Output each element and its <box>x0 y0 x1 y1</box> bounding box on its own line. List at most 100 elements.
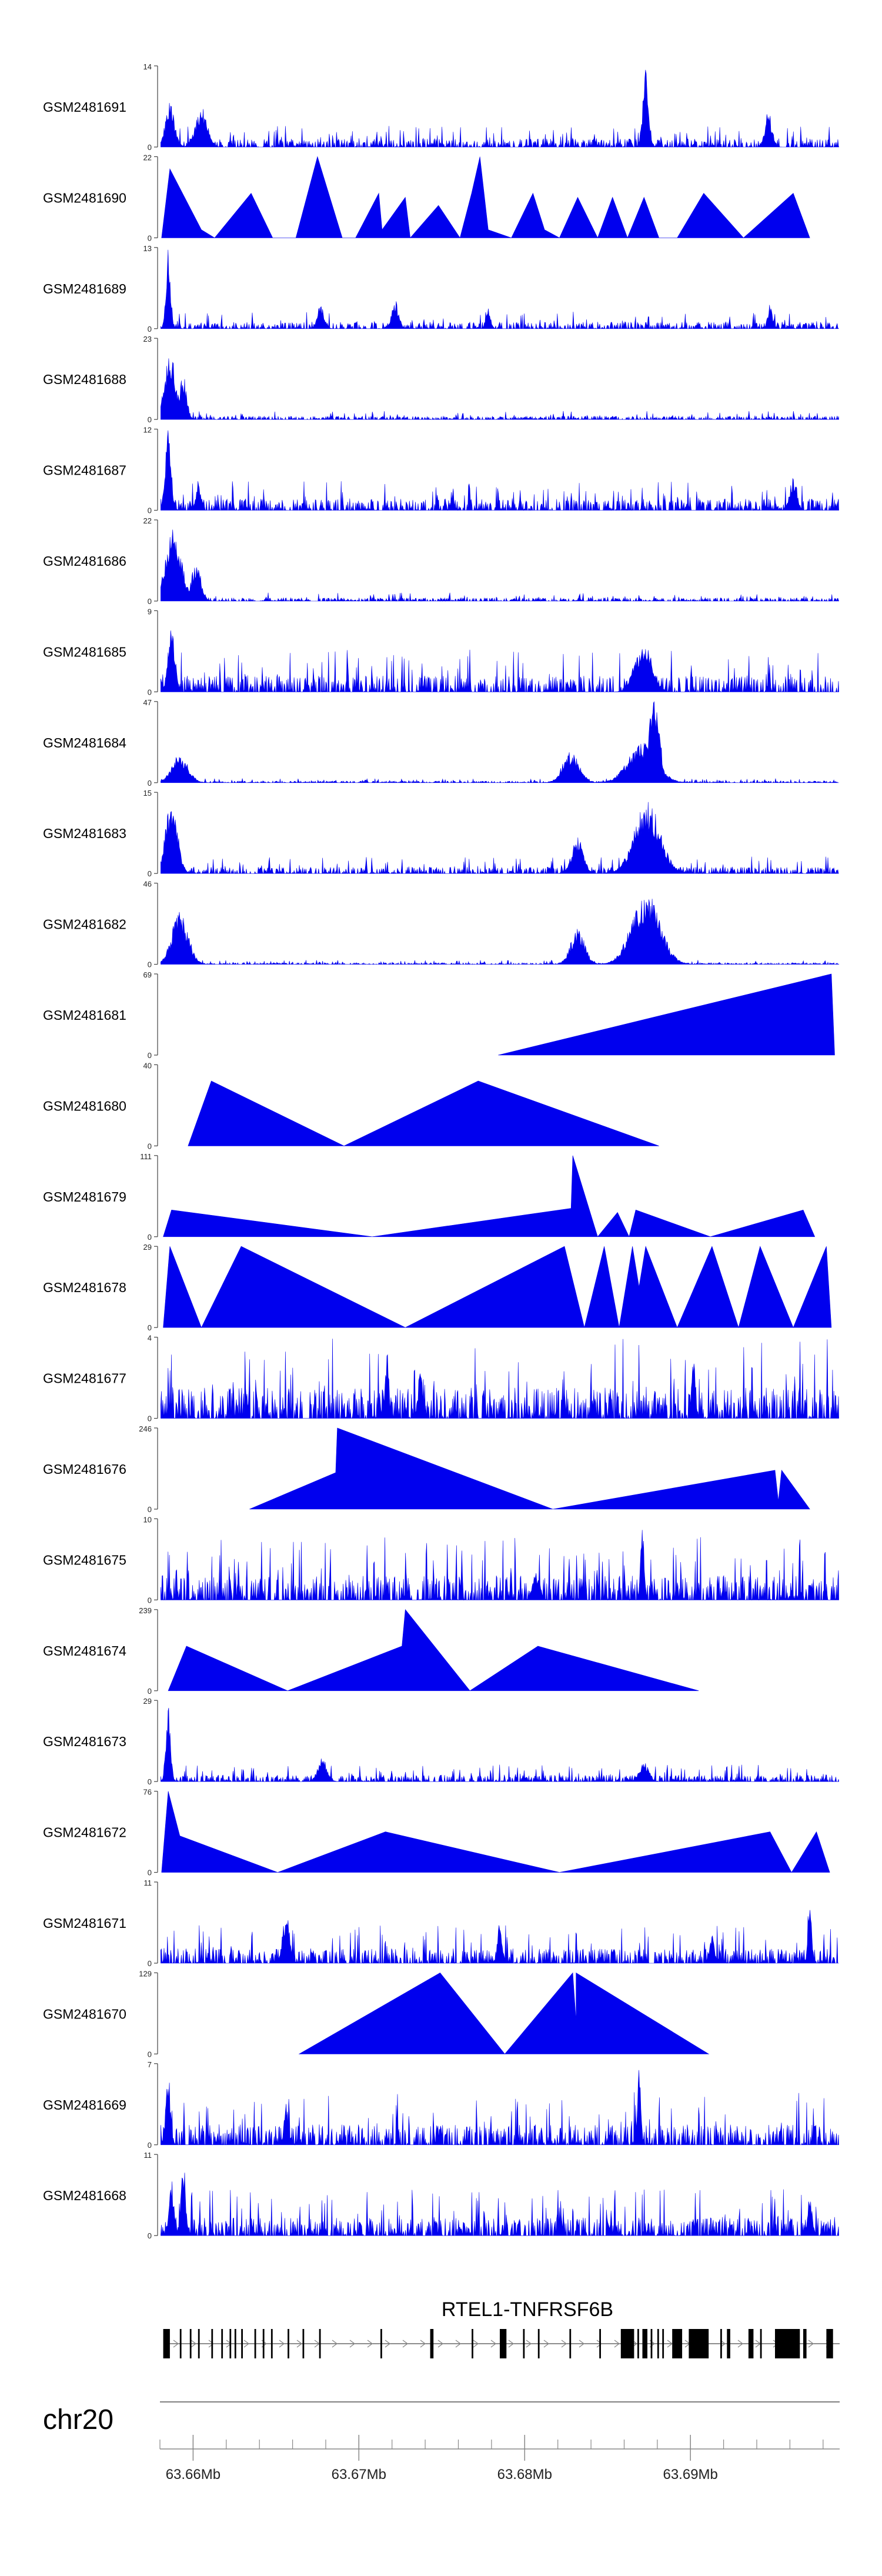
y-tick-label-zero: 0 <box>148 2231 152 2240</box>
track-GSM2481690: GSM2481690 22 0 <box>43 153 810 242</box>
track-GSM2481669: GSM2481669 7 0 <box>43 2060 839 2150</box>
track-label: GSM2481682 <box>43 917 126 932</box>
track-GSM2481677: GSM2481677 4 0 <box>43 1334 839 1423</box>
coverage-area <box>168 1609 699 1691</box>
y-tick-label-zero: 0 <box>148 1142 152 1150</box>
track-label: GSM2481687 <box>43 463 126 478</box>
track-GSM2481683: GSM2481683 15 0 <box>43 789 839 878</box>
track-label: GSM2481673 <box>43 1734 126 1749</box>
coverage-area <box>161 701 839 783</box>
exon <box>642 2329 647 2358</box>
exon <box>198 2329 200 2358</box>
exon <box>748 2329 754 2358</box>
chromosome-label: chr20 <box>43 2404 113 2435</box>
coverage-area <box>161 529 840 602</box>
exon <box>179 2329 182 2358</box>
y-tick-label-max: 40 <box>143 1061 152 1070</box>
exon <box>826 2329 833 2358</box>
track-GSM2481674: GSM2481674 239 0 <box>43 1606 699 1696</box>
exon <box>319 2329 321 2358</box>
exon <box>637 2329 639 2358</box>
track-GSM2481688: GSM2481688 23 0 <box>43 335 839 424</box>
track-GSM2481685: GSM2481685 9 0 <box>43 607 839 696</box>
coverage-area <box>163 1155 816 1237</box>
track-label: GSM2481680 <box>43 1098 126 1113</box>
track-label: GSM2481676 <box>43 1461 126 1477</box>
y-tick-label-zero: 0 <box>148 1868 152 1877</box>
y-tick-label-zero: 0 <box>148 1051 152 1060</box>
strand-arrow <box>385 2340 391 2348</box>
exon <box>270 2329 273 2358</box>
exon <box>620 2329 634 2358</box>
track-label: GSM2481686 <box>43 553 126 569</box>
y-tick-label-max: 12 <box>143 426 152 435</box>
exon <box>221 2329 223 2358</box>
exon <box>523 2329 525 2358</box>
coverage-area <box>161 69 839 148</box>
coverage-area <box>249 1427 810 1510</box>
track-label: GSM2481670 <box>43 2006 126 2021</box>
exon <box>720 2329 722 2358</box>
coverage-area <box>161 630 839 693</box>
y-tick-label-zero: 0 <box>148 1505 152 1514</box>
coverage-area <box>161 802 839 875</box>
y-tick-label-max: 29 <box>143 1243 152 1252</box>
track-GSM2481668: GSM2481668 11 0 <box>43 2151 839 2240</box>
coverage-area <box>498 973 835 1056</box>
strand-arrow <box>420 2340 426 2348</box>
track-GSM2481670: GSM2481670 129 0 <box>43 1969 710 2058</box>
track-label: GSM2481681 <box>43 1007 126 1023</box>
exon <box>472 2329 473 2358</box>
track-GSM2481675: GSM2481675 10 0 <box>43 1515 839 1604</box>
track-label: GSM2481668 <box>43 2188 126 2203</box>
strand-arrow <box>667 2340 673 2348</box>
strand-arrow <box>349 2340 356 2348</box>
track-GSM2481686: GSM2481686 22 0 <box>43 516 840 606</box>
x-tick-label: 63.69Mb <box>663 2467 717 2482</box>
strand-arrow <box>208 2340 215 2348</box>
strand-arrow <box>490 2340 497 2348</box>
strand-arrow <box>367 2340 373 2348</box>
track-GSM2481679: GSM2481679 111 0 <box>43 1152 816 1242</box>
exon <box>537 2329 540 2358</box>
track-label: GSM2481684 <box>43 735 126 750</box>
exon <box>727 2329 730 2358</box>
strand-arrow <box>243 2340 250 2348</box>
exon <box>760 2329 762 2358</box>
track-label: GSM2481674 <box>43 1643 126 1659</box>
track-label: GSM2481685 <box>43 644 126 659</box>
coverage-area <box>188 1080 659 1146</box>
strand-arrow <box>614 2340 620 2348</box>
y-tick-label-zero: 0 <box>148 960 152 969</box>
y-tick-label-max: 4 <box>148 1334 152 1343</box>
track-GSM2481676: GSM2481676 246 0 <box>43 1424 810 1514</box>
strand-arrow <box>561 2340 567 2348</box>
track-GSM2481687: GSM2481687 12 0 <box>43 426 839 515</box>
coverage-area <box>161 156 810 239</box>
y-tick-label-max: 11 <box>144 2151 152 2160</box>
exon <box>234 2329 236 2358</box>
y-tick-label-zero: 0 <box>148 688 152 696</box>
track-GSM2481680: GSM2481680 40 0 <box>43 1061 659 1150</box>
exon <box>254 2329 256 2358</box>
track-label: GSM2481669 <box>43 2097 126 2113</box>
strand-arrow <box>296 2340 303 2348</box>
strand-arrow <box>402 2340 409 2348</box>
y-tick-label-zero: 0 <box>148 415 152 424</box>
exon <box>189 2329 192 2358</box>
genome-axis: 63.66Mb 63.67Mb 63.68Mb 63.69Mb <box>159 2435 840 2482</box>
y-tick-label-max: 246 <box>139 1424 152 1433</box>
y-tick-label-zero: 0 <box>148 1323 152 1332</box>
x-tick-label: 63.67Mb <box>332 2467 386 2482</box>
y-tick-label-zero: 0 <box>148 325 152 333</box>
coverage-tracks: GSM2481691140GSM2481690220GSM2481689130G… <box>43 62 840 2240</box>
y-tick-label-max: 7 <box>148 2060 152 2069</box>
coverage-area <box>161 1339 839 1419</box>
coverage-area <box>161 1530 839 1601</box>
coverage-area <box>161 1910 839 1964</box>
exon <box>500 2329 507 2358</box>
exon <box>262 2329 265 2358</box>
track-GSM2481684: GSM2481684 47 0 <box>43 698 839 788</box>
strand-arrow <box>579 2340 585 2348</box>
